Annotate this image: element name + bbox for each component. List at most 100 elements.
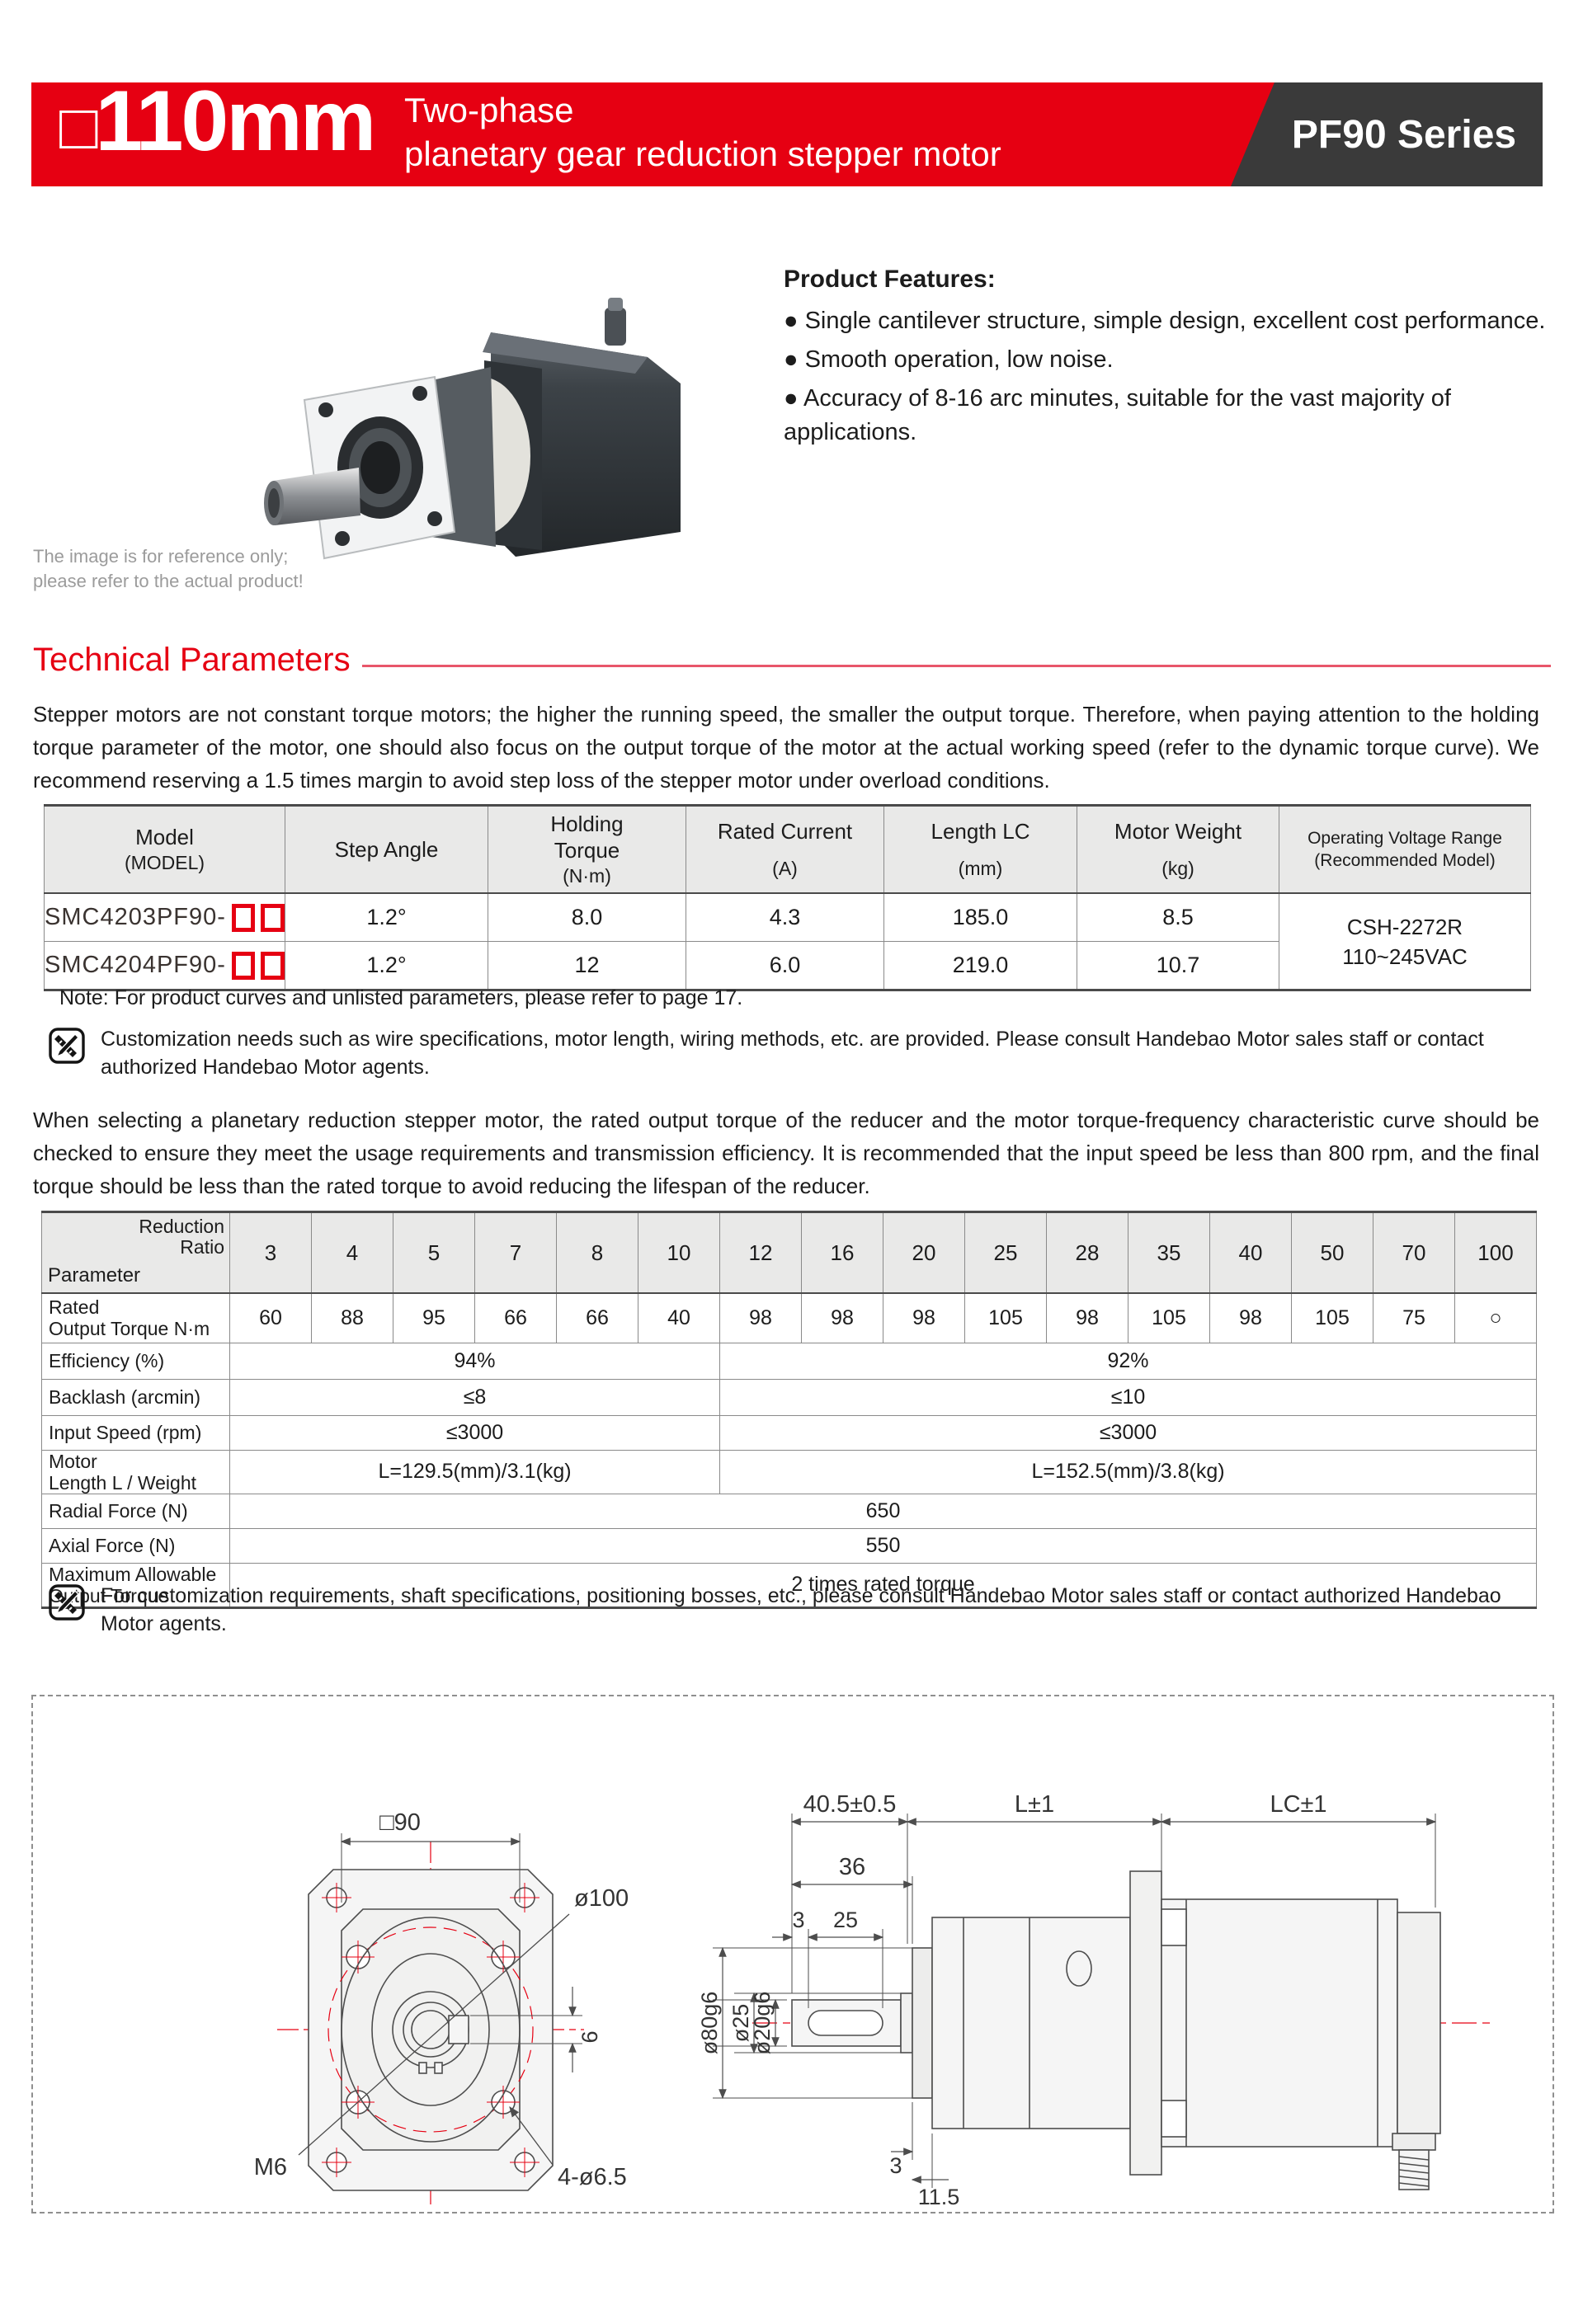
dim-shaft-chamfer: 3 [792,1908,804,1932]
torque-value: 60 [229,1292,312,1343]
ratio-col: 25 [964,1211,1047,1294]
dim-motor-length: LC±1 [1270,1791,1326,1818]
customization-note-2: For customization requirements, shaft sp… [48,1582,1533,1638]
dim-pilot-diameter: ø80g6 [697,1992,722,2055]
rated-current-value: 6.0 [686,941,884,990]
rated-torque-row: Rated Output Torque N·m 60 88 95 66 66 40… [41,1292,1537,1343]
torque-value: 98 [1209,1292,1292,1343]
motor-weight-value: 8.5 [1077,892,1279,942]
frame-size-title: □110mm [59,69,376,200]
input-speed-right: ≤3000 [719,1414,1537,1451]
ratio-col: 35 [1128,1211,1210,1294]
dim-square-90: □90 [379,1809,421,1836]
photo-disclaimer-line1: The image is for reference only; [33,546,289,567]
ratio-col: 20 [883,1211,965,1294]
intro-paragraph: Stepper motors are not constant torque m… [33,702,1539,793]
section-heading: Technical Parameters [33,642,1551,679]
ratio-col: 7 [474,1211,557,1294]
connector-threads [1398,2149,1430,2190]
torque-value: 88 [311,1292,393,1343]
dim-corner-holes: 4-ø6.5 [558,2164,627,2190]
dim-shaft-diameter: ø20g6 [750,1992,775,2055]
col-model: Model (MODEL) [44,805,285,894]
side-view [713,1814,1495,2190]
ratio-col: 12 [719,1211,802,1294]
corner-label-bottom: Parameter [48,1264,141,1287]
col-holding-torque: Holding Torque (N·m) [488,805,686,894]
selection-paragraph: When selecting a planetary reduction ste… [33,1108,1539,1198]
features-title: Product Features: [784,266,996,293]
front-flange [303,375,456,560]
input-speed-left: ≤3000 [229,1414,720,1451]
table-header-row: Model (MODEL) Step Angle Holding Torque (N·… [44,805,1531,894]
model-option-box [261,903,285,932]
model-option-box [231,903,256,932]
torque-value: ○ [1454,1292,1537,1343]
axial-force-row: Axial Force (N) 550 [41,1527,1537,1564]
product-photo [264,298,681,560]
dimension-drawing-box: □90 ø100 6 M6 4-ø6.5 [31,1695,1554,2213]
dim-plate-thickness: 3 [889,2153,902,2178]
front-view [277,1833,584,2209]
customization-icon [49,1028,85,1064]
ratio-col: 28 [1046,1211,1128,1294]
ratio-col: 100 [1454,1211,1537,1294]
feature-item: ● Single cantilever structure, simple de… [784,308,1546,334]
section-title: Technical Parameters [33,642,351,678]
row-label: Backlash (arcmin) [41,1378,230,1416]
col-step-angle: Step Angle [285,805,488,894]
frame-size-text: 110mm [95,73,376,169]
torque-value: 98 [1046,1292,1128,1343]
model-option-box [231,951,256,980]
torque-value: 105 [964,1292,1047,1343]
ratio-col: 50 [1291,1211,1373,1294]
corner-label-top: Reduction [139,1216,224,1237]
feature-item: ● Smooth operation, low noise. [784,346,1114,373]
torque-value: 66 [556,1292,638,1343]
efficiency-row: Efficiency (%) 94% 92% [41,1342,1537,1380]
ratio-col: 8 [556,1211,638,1294]
axial-force-value: 550 [229,1527,1537,1564]
torque-value: 66 [474,1292,557,1343]
dimension-drawing: □90 ø100 6 M6 4-ø6.5 [254,1791,1495,2209]
row-label: Input Speed (rpm) [41,1414,230,1451]
dim-collar-diameter: ø25 [728,2004,753,2043]
ratio-col: 3 [229,1211,312,1294]
torque-value: 40 [638,1292,720,1343]
dim-boss-length: 11.5 [918,2185,960,2209]
dim-key-width: 6 [577,2030,602,2043]
table-row: SMC4203PF90- 1.2° 8.0 4.3 185.0 8.5 CSH-… [44,892,1531,990]
row-label: Rated Output Torque N·m [41,1292,230,1343]
dim-front-length: 40.5±0.5 [803,1791,897,1818]
efficiency-right: 92% [719,1342,1537,1380]
model-cell: SMC4204PF90- [44,941,285,990]
connector-plug [605,308,626,346]
customization-note-2-text: For customization requirements, shaft sp… [101,1584,1501,1635]
backlash-left: ≤8 [229,1378,720,1416]
corner-cell: Reduction Ratio Parameter [41,1211,230,1294]
row-label: Efficiency (%) [41,1342,230,1380]
ratio-col: 4 [311,1211,393,1294]
ratio-col: 40 [1209,1211,1292,1294]
step-angle-value: 1.2° [285,941,488,990]
ratio-col: 5 [393,1211,475,1294]
customization-note: Customization needs such as wire specifi… [48,1025,1533,1081]
product-features: Product Features: ● Single cantilever st… [784,262,1569,454]
efficiency-left: 94% [229,1342,720,1380]
subtitle-line2: planetary gear reduction stepper motor [404,134,1001,173]
header-banner: □110mm Two-phase planetary gear reductio… [31,73,1543,186]
customization-note-text: Customization needs such as wire specifi… [101,1028,1484,1079]
table-row: SMC4204PF90- 1.2° 12 6.0 219.0 10.7 [44,941,1531,990]
customization-icon [49,1584,85,1621]
holding-torque-value: 8.0 [488,892,686,942]
radial-force-value: 650 [229,1493,1537,1529]
rated-current-value: 4.3 [686,892,884,942]
dim-shaft-length: 36 [839,1854,865,1880]
col-rated-current: Rated Current (A) [686,805,884,894]
torque-value: 98 [883,1292,965,1343]
torque-value: 105 [1291,1292,1373,1343]
step-angle-value: 1.2° [285,892,488,942]
holding-torque-value: 12 [488,941,686,990]
torque-value: 98 [801,1292,883,1343]
